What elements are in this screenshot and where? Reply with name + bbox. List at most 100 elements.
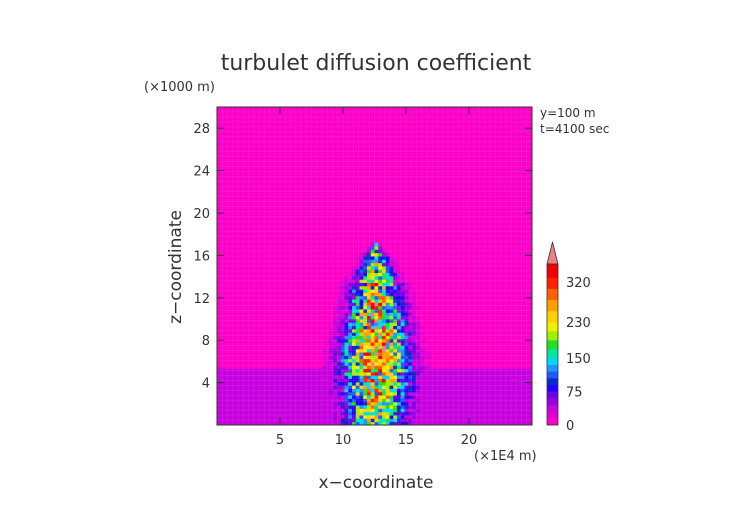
heat-cell bbox=[310, 378, 315, 383]
heat-cell bbox=[269, 385, 274, 389]
heat-cell bbox=[265, 385, 270, 389]
heat-cell bbox=[528, 401, 533, 406]
heat-cell bbox=[340, 378, 345, 383]
heat-cell bbox=[528, 421, 533, 426]
heat-cell bbox=[487, 378, 492, 383]
heat-cell bbox=[370, 398, 375, 403]
heat-cell bbox=[415, 305, 420, 310]
heat-cell bbox=[337, 322, 342, 327]
heat-cell bbox=[400, 348, 405, 353]
heat-cell bbox=[224, 421, 229, 426]
heat-cell bbox=[370, 322, 375, 327]
heat-cell bbox=[415, 325, 420, 330]
heat-cell bbox=[378, 269, 383, 274]
heat-cell bbox=[400, 418, 405, 423]
heat-cell bbox=[340, 391, 345, 396]
heat-cell bbox=[494, 398, 499, 403]
heat-cell bbox=[479, 378, 484, 383]
heat-cell bbox=[374, 352, 379, 356]
heat-cell bbox=[329, 368, 334, 373]
heat-cell bbox=[445, 418, 450, 423]
heat-cell bbox=[408, 378, 413, 383]
heat-cell bbox=[299, 388, 304, 393]
heat-cell bbox=[427, 405, 432, 409]
heat-cell bbox=[520, 418, 525, 423]
heat-cell bbox=[404, 299, 409, 303]
heat-cell bbox=[498, 388, 503, 393]
heat-cell bbox=[318, 388, 323, 393]
heat-cell bbox=[412, 352, 417, 356]
heat-cell bbox=[355, 335, 360, 340]
heat-cell bbox=[423, 365, 428, 370]
heat-cell bbox=[385, 252, 390, 257]
heat-cell bbox=[258, 372, 263, 376]
heat-cell bbox=[479, 391, 484, 396]
heat-cell bbox=[389, 259, 394, 264]
heat-cell bbox=[385, 295, 390, 300]
annotation-y: y=100 m bbox=[540, 106, 596, 120]
heat-cell bbox=[457, 421, 462, 426]
heat-cell bbox=[325, 381, 330, 386]
heat-cell bbox=[352, 285, 357, 290]
heat-cell bbox=[378, 272, 383, 277]
heat-cell bbox=[273, 381, 278, 386]
heat-cell bbox=[265, 388, 270, 393]
heat-cell bbox=[457, 378, 462, 383]
heat-cell bbox=[374, 372, 379, 376]
heat-cell bbox=[295, 372, 300, 376]
y-tick-label: 8 bbox=[202, 334, 210, 349]
heat-cell bbox=[239, 388, 244, 393]
heat-cell bbox=[400, 305, 405, 310]
colorbar-swatch bbox=[547, 391, 558, 399]
heat-cell bbox=[370, 352, 375, 356]
heat-cell bbox=[415, 378, 420, 383]
heat-cell bbox=[517, 418, 522, 423]
heat-cell bbox=[322, 401, 327, 406]
heat-cell bbox=[404, 305, 409, 310]
heat-cell bbox=[363, 388, 368, 393]
heat-cell bbox=[370, 292, 375, 297]
heat-cell bbox=[370, 372, 375, 376]
heat-cell bbox=[404, 342, 409, 346]
heat-cell bbox=[247, 405, 252, 409]
heat-cell bbox=[427, 395, 432, 399]
heat-cell bbox=[415, 421, 420, 426]
heat-cell bbox=[449, 411, 454, 416]
heat-cell bbox=[472, 388, 477, 393]
heat-cell bbox=[430, 372, 435, 376]
heat-cell bbox=[483, 418, 488, 423]
heat-cell bbox=[374, 335, 379, 340]
heat-cell bbox=[340, 368, 345, 373]
heat-cell bbox=[355, 266, 360, 270]
heat-cell bbox=[408, 345, 413, 350]
heat-cell bbox=[513, 391, 518, 396]
heat-cell bbox=[404, 312, 409, 317]
heat-cell bbox=[502, 421, 507, 426]
heat-cell bbox=[374, 362, 379, 366]
heat-cell bbox=[385, 285, 390, 290]
heat-cell bbox=[322, 418, 327, 423]
heat-cell bbox=[337, 355, 342, 360]
heat-cell bbox=[505, 385, 510, 389]
heat-cell bbox=[250, 381, 255, 386]
heat-cell bbox=[359, 279, 364, 283]
heat-cell bbox=[393, 401, 398, 406]
heat-cell bbox=[412, 292, 417, 297]
heat-cell bbox=[427, 401, 432, 406]
heat-cell bbox=[239, 405, 244, 409]
heat-cell bbox=[385, 348, 390, 353]
heat-cell bbox=[509, 401, 514, 406]
heat-cell bbox=[382, 328, 387, 333]
heat-cell bbox=[363, 358, 368, 363]
heat-cell bbox=[528, 398, 533, 403]
heat-cell bbox=[404, 372, 409, 376]
heat-cell bbox=[494, 401, 499, 406]
heat-cell bbox=[397, 385, 402, 389]
heat-cell bbox=[250, 401, 255, 406]
heat-cell bbox=[280, 408, 285, 413]
heat-cell bbox=[329, 391, 334, 396]
heat-cell bbox=[505, 408, 510, 413]
heat-cell bbox=[378, 256, 383, 260]
heat-cell bbox=[344, 418, 349, 423]
heat-cell bbox=[442, 405, 447, 409]
